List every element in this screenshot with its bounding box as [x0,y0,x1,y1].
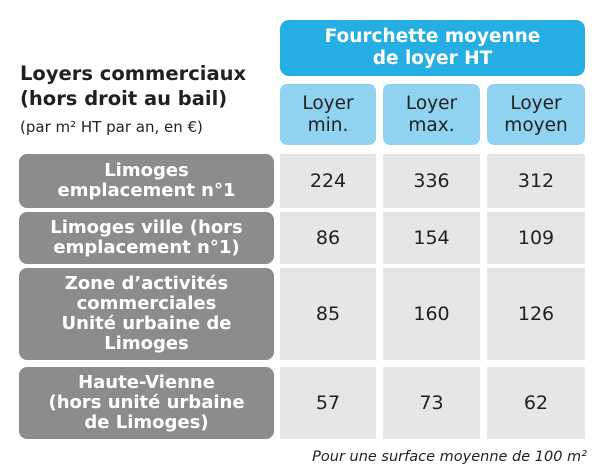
column-header-moyen: Loyer moyen [487,84,585,145]
cell-row3-min: 85 [280,268,376,360]
group-header: Fourchette moyenne de loyer HT [280,20,585,76]
table-title: Loyers commerciaux (hors droit au bail) … [20,61,275,137]
group-header-line-2: de loyer HT [372,48,493,69]
row-label-line: Zone d’activités [64,273,229,294]
cell-row2-max: 154 [383,212,480,264]
row-label-line: emplacement n°1) [53,237,240,258]
cell-row2-moyen: 109 [487,212,585,264]
column-header-min-line-2: min. [307,114,349,136]
row-label-line: Unité urbaine de [61,313,232,334]
cell-row1-min: 224 [280,154,376,208]
row-label-limoges-emplacement: Limoges emplacement n°1 [19,154,274,208]
group-header-line-1: Fourchette moyenne [324,26,541,47]
title-line-2: (hors droit au bail) [20,87,228,110]
cell-row4-max: 73 [383,367,480,439]
cell-row4-moyen: 62 [487,367,585,439]
row-label-zone-activites: Zone d’activités commerciales Unité urba… [19,268,274,360]
column-header-max-line-2: max. [408,114,455,136]
column-header-max: Loyer max. [383,84,480,145]
row-label-line: Limoges ville (hors [50,217,243,238]
title-line-1: Loyers commerciaux [20,62,247,85]
row-label-line: commerciales [76,293,217,314]
footnote: Pour une surface moyenne de 100 m² [312,449,587,465]
column-header-moyen-line-2: moyen [504,114,568,136]
cell-row3-max: 160 [383,268,480,360]
cell-row4-min: 57 [280,367,376,439]
row-label-line: Limoges [104,333,189,354]
column-header-max-line-1: Loyer [405,92,458,114]
row-label-line: Haute-Vienne [78,372,215,393]
row-label-line: de Limoges) [84,412,209,433]
cell-row1-moyen: 312 [487,154,585,208]
cell-row1-max: 336 [383,154,480,208]
table-subtitle: (par m² HT par an, en €) [20,118,203,136]
column-header-min-line-1: Loyer [302,92,354,114]
cell-row2-min: 86 [280,212,376,264]
row-label-line: (hors unité urbaine [48,392,245,413]
column-header-moyen-line-1: Loyer [510,92,562,114]
row-label-line: emplacement n°1 [57,180,236,201]
cell-row3-moyen: 126 [487,268,585,360]
column-header-min: Loyer min. [280,84,376,145]
row-label-line: Limoges [104,160,189,181]
row-label-limoges-ville: Limoges ville (hors emplacement n°1) [19,212,274,264]
row-label-haute-vienne: Haute-Vienne (hors unité urbaine de Limo… [19,367,274,439]
